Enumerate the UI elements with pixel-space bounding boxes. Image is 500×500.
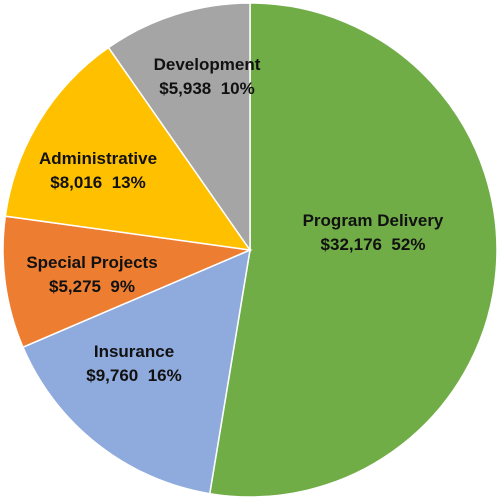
slice-name-program-delivery: Program Delivery <box>303 211 444 230</box>
slice-name-special-projects: Special Projects <box>26 253 157 272</box>
slice-label-development: Development $5,938 10% <box>154 55 261 98</box>
pie-slice-program-delivery <box>208 2 498 498</box>
slice-value-insurance: $9,760 16% <box>86 366 181 385</box>
slice-value-special-projects: $5,275 9% <box>49 277 135 296</box>
pie-slice-special-projects <box>2 215 253 349</box>
slice-label-special-projects: Special Projects $5,275 9% <box>26 253 157 296</box>
slice-name-insurance: Insurance <box>94 342 174 361</box>
slice-value-program-delivery: $32,176 52% <box>321 235 426 254</box>
slice-label-program-delivery: Program Delivery $32,176 52% <box>303 211 444 254</box>
pie-slice-development <box>107 2 251 253</box>
slice-value-development: $5,938 10% <box>159 79 254 98</box>
pie-slice-administrative <box>4 46 252 251</box>
slice-value-administrative: $8,016 13% <box>50 173 145 192</box>
pie-slice-insurance <box>21 248 251 495</box>
slice-label-administrative: Administrative $8,016 13% <box>39 149 157 192</box>
slice-label-insurance: Insurance $9,760 16% <box>86 342 181 385</box>
slice-name-development: Development <box>154 55 261 74</box>
slice-name-administrative: Administrative <box>39 149 157 168</box>
